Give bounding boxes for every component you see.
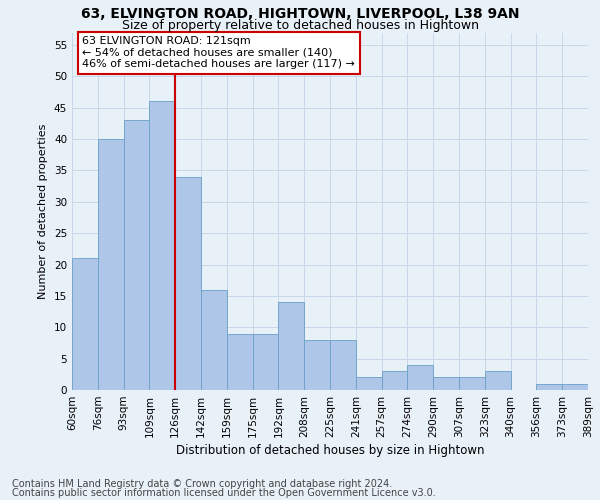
Bar [459, 378, 485, 390]
Text: 63 ELVINGTON ROAD: 121sqm
← 54% of detached houses are smaller (140)
46% of semi: 63 ELVINGTON ROAD: 121sqm ← 54% of detac… [82, 36, 355, 70]
Bar [433, 378, 459, 390]
Bar [407, 365, 433, 390]
Bar [175, 177, 201, 390]
Bar [72, 258, 98, 390]
Bar [278, 302, 304, 390]
Text: Contains HM Land Registry data © Crown copyright and database right 2024.: Contains HM Land Registry data © Crown c… [12, 479, 392, 489]
X-axis label: Distribution of detached houses by size in Hightown: Distribution of detached houses by size … [176, 444, 484, 457]
Bar [382, 371, 407, 390]
Bar [304, 340, 330, 390]
Bar [253, 334, 278, 390]
Text: Contains public sector information licensed under the Open Government Licence v3: Contains public sector information licen… [12, 488, 436, 498]
Bar [98, 139, 124, 390]
Bar [562, 384, 588, 390]
Bar [485, 371, 511, 390]
Y-axis label: Number of detached properties: Number of detached properties [38, 124, 49, 299]
Text: Size of property relative to detached houses in Hightown: Size of property relative to detached ho… [121, 19, 479, 32]
Text: 63, ELVINGTON ROAD, HIGHTOWN, LIVERPOOL, L38 9AN: 63, ELVINGTON ROAD, HIGHTOWN, LIVERPOOL,… [81, 8, 519, 22]
Bar [149, 102, 175, 390]
Bar [124, 120, 149, 390]
Bar [356, 378, 382, 390]
Bar [330, 340, 356, 390]
Bar [227, 334, 253, 390]
Bar [536, 384, 562, 390]
Bar [201, 290, 227, 390]
